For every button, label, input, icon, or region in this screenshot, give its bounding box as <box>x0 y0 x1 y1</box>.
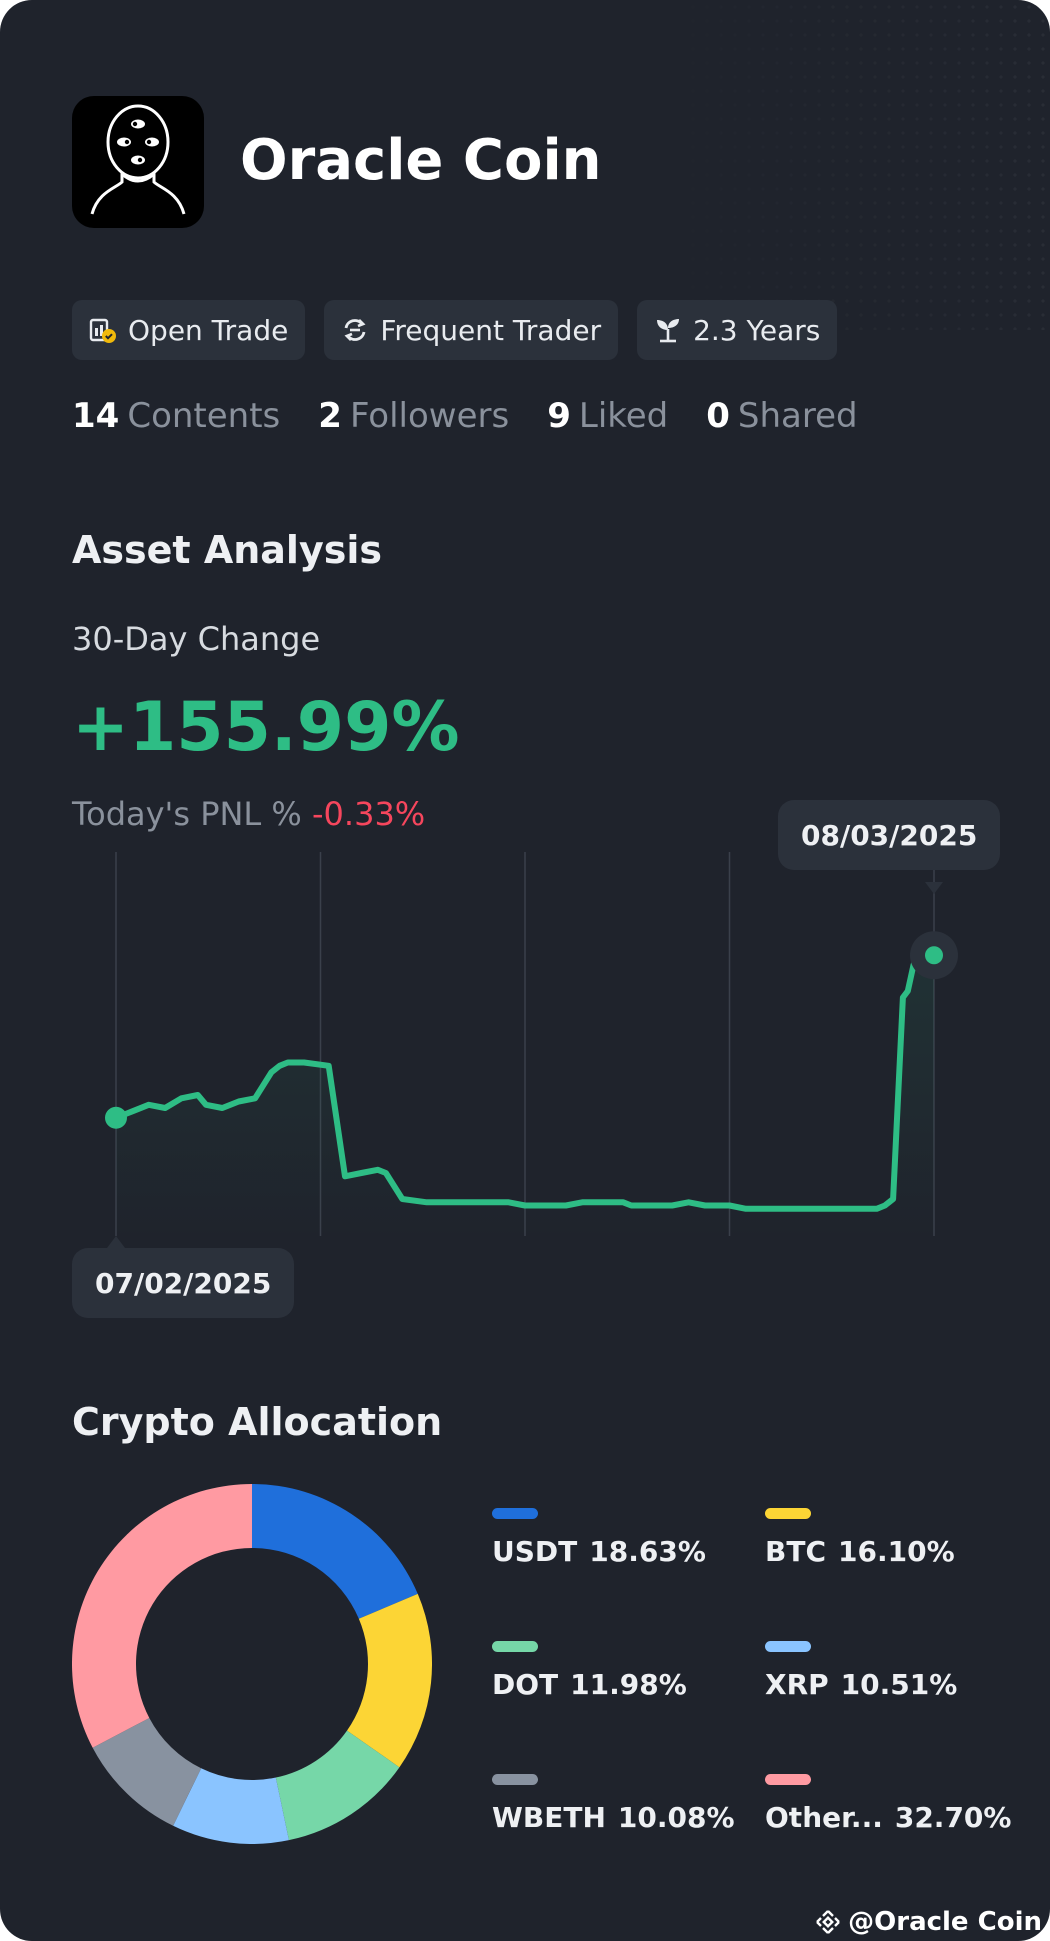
badge-label: Frequent Trader <box>380 313 602 347</box>
pnl-line-chart <box>0 790 1050 1330</box>
allocation-donut-chart <box>71 1484 432 1844</box>
badge-years[interactable]: 2.3 Years <box>637 300 838 360</box>
legend-swatch <box>765 1774 811 1785</box>
badge-open-trade[interactable]: Open Trade <box>72 300 306 360</box>
line-area <box>116 945 934 1240</box>
legend-item: BTC 16.10% <box>765 1508 1005 1568</box>
legend-text: Other... 32.70% <box>765 1801 1011 1834</box>
swap-arrows-icon <box>344 319 366 341</box>
stat-label: Shared <box>737 396 858 436</box>
change-label: 30-Day Change <box>72 620 321 658</box>
footer-handle-text: @Oracle Coin <box>848 1907 1042 1937</box>
legend-name: USDT <box>492 1535 578 1568</box>
legend-percent: 10.08% <box>617 1801 735 1834</box>
verified-trade-icon <box>89 318 116 343</box>
legend-text: WBETH 10.08% <box>492 1801 735 1834</box>
legend-text: USDT 18.63% <box>492 1535 732 1568</box>
stat-followers[interactable]: 2 Followers <box>318 396 509 436</box>
legend-swatch <box>765 1508 811 1519</box>
stat-contents[interactable]: 14 Contents <box>72 396 280 436</box>
asset-analysis-title: Asset Analysis <box>72 528 382 572</box>
badge-row: Open Trade Frequent Trader 2.3 Years <box>72 300 838 360</box>
stat-liked[interactable]: 9 Liked <box>547 396 668 436</box>
donut-svg <box>71 1484 432 1844</box>
donut-slice-other <box>71 1484 252 1748</box>
pnl-label: Today's PNL % <box>72 795 302 833</box>
stat-label: Liked <box>578 396 669 436</box>
badge-frequent-trader[interactable]: Frequent Trader <box>324 300 619 360</box>
legend-item: XRP 10.51% <box>765 1641 1005 1701</box>
legend-percent: 10.51% <box>840 1668 958 1701</box>
change-value: +155.99% <box>72 688 460 767</box>
end-tag-pointer <box>925 882 943 894</box>
legend-name: BTC <box>765 1535 826 1568</box>
legend-text: BTC 16.10% <box>765 1535 1005 1568</box>
avatar[interactable] <box>72 96 204 228</box>
stat-value: 0 <box>706 396 730 436</box>
pnl-value: -0.33% <box>312 795 426 833</box>
end-date-tag: 08/03/2025 <box>778 800 1001 870</box>
footer-handle: @Oracle Coin <box>814 1907 1042 1937</box>
line-chart-svg <box>105 852 958 1248</box>
stat-value: 2 <box>318 396 342 436</box>
legend-item: USDT 18.63% <box>492 1508 732 1568</box>
legend-swatch <box>765 1641 811 1652</box>
legend-text: DOT 11.98% <box>492 1668 732 1701</box>
stat-value: 9 <box>547 396 571 436</box>
badge-label: 2.3 Years <box>693 313 821 347</box>
dot-pattern <box>630 0 1050 330</box>
donut-slice-usdt <box>252 1484 418 1619</box>
stat-value: 14 <box>72 396 120 436</box>
stat-label: Contents <box>127 396 281 436</box>
stats-row: 14 Contents 2 Followers 9 Liked 0 Shared <box>72 396 858 436</box>
donut-slice-wbeth <box>92 1717 202 1826</box>
legend-percent: 32.70% <box>894 1801 1012 1834</box>
robot-face-icon <box>90 104 186 215</box>
legend-text: XRP 10.51% <box>765 1668 1005 1701</box>
legend-item: WBETH 10.08% <box>492 1774 735 1834</box>
stat-shared[interactable]: 0 Shared <box>706 396 857 436</box>
donut-slice-btc <box>346 1593 432 1768</box>
sprout-icon <box>657 319 680 343</box>
legend-name: WBETH <box>492 1801 606 1834</box>
stat-label: Followers <box>349 396 510 436</box>
binance-logo-icon <box>816 1910 840 1934</box>
start-point <box>105 1106 127 1129</box>
legend-percent: 16.10% <box>838 1535 955 1568</box>
legend-swatch <box>492 1641 538 1652</box>
start-date-tag: 07/02/2025 <box>72 1248 295 1318</box>
todays-pnl: Today's PNL % -0.33% <box>72 795 425 833</box>
legend-percent: 18.63% <box>589 1535 706 1568</box>
legend-percent: 11.98% <box>570 1668 687 1701</box>
legend-name: XRP <box>765 1668 829 1701</box>
donut-slice-xrp <box>173 1768 289 1844</box>
end-point <box>925 946 943 965</box>
legend-swatch <box>492 1508 538 1519</box>
donut-slice-dot <box>275 1730 400 1841</box>
series-line <box>113 942 937 1212</box>
crypto-allocation-title: Crypto Allocation <box>72 1400 443 1444</box>
start-tag-pointer <box>107 1236 125 1248</box>
legend-name: DOT <box>492 1668 559 1701</box>
legend-swatch <box>492 1774 538 1785</box>
badge-label: Open Trade <box>128 313 289 347</box>
legend-item: DOT 11.98% <box>492 1641 732 1701</box>
profile-name: Oracle Coin <box>240 128 602 193</box>
legend-name: Other... <box>765 1801 883 1834</box>
legend-item: Other... 32.70% <box>765 1774 1011 1834</box>
